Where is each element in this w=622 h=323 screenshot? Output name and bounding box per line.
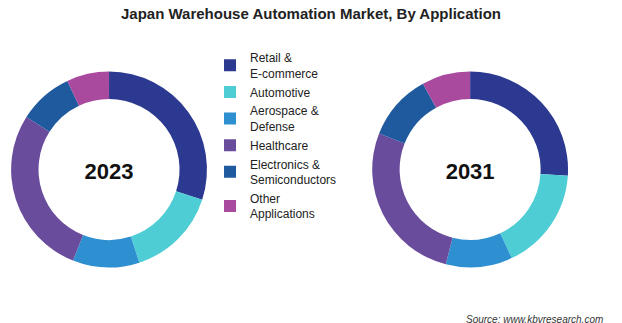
svg-text:2031: 2031 [446, 159, 495, 184]
svg-text:Retail &E-commerce: Retail &E-commerce [250, 51, 318, 81]
svg-text:OtherApplications: OtherApplications [250, 192, 315, 222]
svg-text:2023: 2023 [85, 159, 134, 184]
svg-text:Automotive: Automotive [250, 86, 310, 100]
svg-text:Japan Warehouse Automation Mar: Japan Warehouse Automation Market, By Ap… [121, 5, 501, 22]
svg-text:Source: www.kbvresearch.com: Source: www.kbvresearch.com [466, 314, 603, 323]
svg-text:Healthcare: Healthcare [250, 139, 308, 153]
svg-text:Electronics &Semiconductors: Electronics &Semiconductors [250, 158, 336, 188]
svg-text:Aerospace &Defense: Aerospace &Defense [250, 104, 319, 134]
